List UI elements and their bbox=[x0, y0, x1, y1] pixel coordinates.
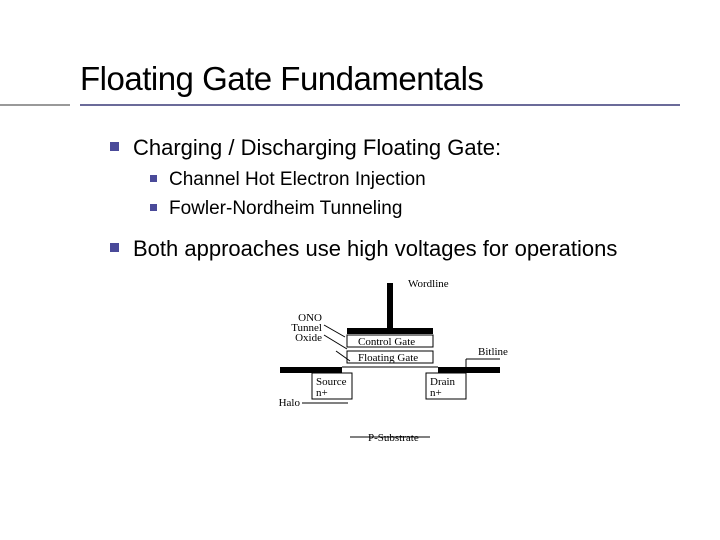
diagram-label: Wordline bbox=[408, 278, 449, 290]
slide-title: Floating Gate Fundamentals bbox=[80, 60, 680, 98]
diagram-label: P-Substrate bbox=[368, 432, 419, 444]
diagram-label: Bitline bbox=[478, 346, 508, 358]
title-rule-outer bbox=[0, 104, 70, 106]
bullet-level1: Both approaches use high voltages for op… bbox=[110, 235, 670, 263]
bullet-text: Fowler-Nordheim Tunneling bbox=[169, 197, 402, 221]
slide: Floating Gate Fundamentals Charging / Di… bbox=[0, 0, 720, 540]
floating-gate-diagram: Wordline Control Gate ONO Tunnel Oxide F… bbox=[250, 273, 530, 453]
bullet-text: Both approaches use high voltages for op… bbox=[133, 235, 617, 263]
sub-bullets: Channel Hot Electron Injection Fowler-No… bbox=[150, 168, 670, 222]
diagram-label: Halo bbox=[279, 397, 301, 409]
diagram-label: Floating Gate bbox=[358, 352, 418, 364]
diagram-label: n+ bbox=[430, 387, 442, 399]
diagram-label: n+ bbox=[316, 387, 328, 399]
square-bullet-icon bbox=[150, 175, 157, 182]
diagram-label: Control Gate bbox=[358, 336, 415, 348]
content-area: Charging / Discharging Floating Gate: Ch… bbox=[110, 134, 670, 453]
diagram-label: Oxide bbox=[295, 332, 322, 344]
title-block: Floating Gate Fundamentals bbox=[80, 60, 680, 106]
square-bullet-icon bbox=[110, 142, 119, 151]
square-bullet-icon bbox=[150, 204, 157, 211]
bullet-text: Channel Hot Electron Injection bbox=[169, 168, 426, 192]
bullet-text: Charging / Discharging Floating Gate: bbox=[133, 134, 501, 162]
diagram-container: Wordline Control Gate ONO Tunnel Oxide F… bbox=[110, 273, 670, 453]
bullet-level1: Charging / Discharging Floating Gate: bbox=[110, 134, 670, 162]
bullet-level2: Fowler-Nordheim Tunneling bbox=[150, 197, 670, 221]
bullet-level2: Channel Hot Electron Injection bbox=[150, 168, 670, 192]
square-bullet-icon bbox=[110, 243, 119, 252]
title-rule-inner bbox=[80, 104, 680, 106]
